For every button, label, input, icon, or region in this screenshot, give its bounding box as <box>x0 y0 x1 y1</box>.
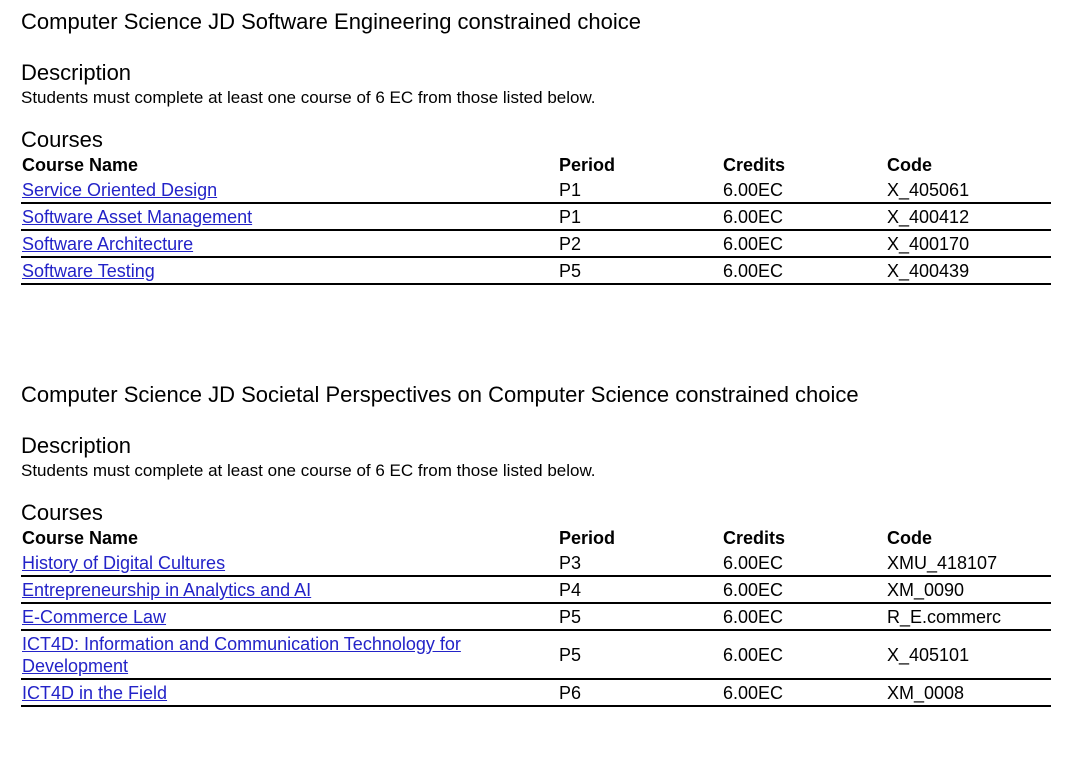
table-row: Software Asset Management P1 6.00EC X_40… <box>21 203 1051 231</box>
period-cell: P1 <box>558 203 722 231</box>
table-header-row: Course Name Period Credits Code <box>21 526 1051 550</box>
courses-table: Course Name Period Credits Code History … <box>21 526 1051 707</box>
course-name-cell: Software Asset Management <box>21 203 558 231</box>
code-cell: XMU_418107 <box>886 550 1051 577</box>
course-link[interactable]: Entrepreneurship in Analytics and AI <box>22 580 312 600</box>
table-header-row: Course Name Period Credits Code <box>21 153 1051 177</box>
course-name-cell: Entrepreneurship in Analytics and AI <box>21 576 558 604</box>
course-name-cell: Software Testing <box>21 257 558 285</box>
credits-cell: 6.00EC <box>722 230 886 258</box>
credits-cell: 6.00EC <box>722 177 886 204</box>
credits-cell: 6.00EC <box>722 630 886 680</box>
column-header-period: Period <box>559 155 616 175</box>
section-societal-perspectives: Computer Science JD Societal Perspective… <box>21 381 1051 707</box>
section-software-engineering: Computer Science JD Software Engineering… <box>21 8 1051 285</box>
period-cell: P5 <box>558 603 722 631</box>
table-row: ICT4D: Information and Communication Tec… <box>21 630 1051 680</box>
course-link[interactable]: Software Architecture <box>22 234 194 254</box>
code-cell: XM_0008 <box>886 679 1051 707</box>
credits-cell: 6.00EC <box>722 576 886 604</box>
description-heading: Description <box>21 60 132 85</box>
course-link[interactable]: E-Commerce Law <box>22 607 167 627</box>
code-cell: R_E.commerc <box>886 603 1051 631</box>
course-link[interactable]: Software Testing <box>22 261 155 281</box>
credits-cell: 6.00EC <box>722 679 886 707</box>
description-text: Students must complete at least one cour… <box>21 461 596 480</box>
code-cell: X_400412 <box>886 203 1051 231</box>
credits-cell: 6.00EC <box>722 257 886 285</box>
course-name-cell: History of Digital Cultures <box>21 550 558 577</box>
description-text: Students must complete at least one cour… <box>21 88 596 107</box>
table-row: Software Testing P5 6.00EC X_400439 <box>21 257 1051 285</box>
column-header-credits: Credits <box>723 155 786 175</box>
course-name-cell: ICT4D: Information and Communication Tec… <box>21 630 558 680</box>
course-link[interactable]: Service Oriented Design <box>22 180 218 200</box>
section-title: Computer Science JD Software Engineering… <box>21 9 641 34</box>
credits-cell: 6.00EC <box>722 550 886 577</box>
course-link[interactable]: History of Digital Cultures <box>22 553 226 573</box>
course-name-cell: E-Commerce Law <box>21 603 558 631</box>
table-row: ICT4D in the Field P6 6.00EC XM_0008 <box>21 679 1051 707</box>
period-cell: P5 <box>558 630 722 680</box>
courses-heading: Courses <box>21 500 103 525</box>
courses-heading: Courses <box>21 127 103 152</box>
code-cell: X_405101 <box>886 630 1051 680</box>
credits-cell: 6.00EC <box>722 603 886 631</box>
course-link[interactable]: ICT4D in the Field <box>22 683 168 703</box>
period-cell: P4 <box>558 576 722 604</box>
table-row: Entrepreneurship in Analytics and AI P4 … <box>21 576 1051 604</box>
period-cell: P6 <box>558 679 722 707</box>
period-cell: P2 <box>558 230 722 258</box>
course-link[interactable]: Software Asset Management <box>22 207 253 227</box>
course-link[interactable]: ICT4D: Information and Communication Tec… <box>22 634 461 676</box>
column-header-code: Code <box>887 155 932 175</box>
section-title: Computer Science JD Societal Perspective… <box>21 382 859 407</box>
credits-cell: 6.00EC <box>722 203 886 231</box>
period-cell: P3 <box>558 550 722 577</box>
code-cell: XM_0090 <box>886 576 1051 604</box>
column-header-code: Code <box>887 528 932 548</box>
period-cell: P5 <box>558 257 722 285</box>
period-cell: P1 <box>558 177 722 204</box>
course-name-cell: ICT4D in the Field <box>21 679 558 707</box>
code-cell: X_400170 <box>886 230 1051 258</box>
column-header-course-name: Course Name <box>22 155 139 175</box>
column-header-credits: Credits <box>723 528 786 548</box>
description-heading: Description <box>21 433 132 458</box>
column-header-course-name: Course Name <box>22 528 139 548</box>
column-header-period: Period <box>559 528 616 548</box>
code-cell: X_400439 <box>886 257 1051 285</box>
courses-table: Course Name Period Credits Code Service … <box>21 153 1051 285</box>
table-row: Service Oriented Design P1 6.00EC X_4050… <box>21 177 1051 204</box>
table-row: E-Commerce Law P5 6.00EC R_E.commerc <box>21 603 1051 631</box>
table-row: Software Architecture P2 6.00EC X_400170 <box>21 230 1051 258</box>
code-cell: X_405061 <box>886 177 1051 204</box>
table-row: History of Digital Cultures P3 6.00EC XM… <box>21 550 1051 577</box>
course-name-cell: Service Oriented Design <box>21 177 558 204</box>
course-name-cell: Software Architecture <box>21 230 558 258</box>
